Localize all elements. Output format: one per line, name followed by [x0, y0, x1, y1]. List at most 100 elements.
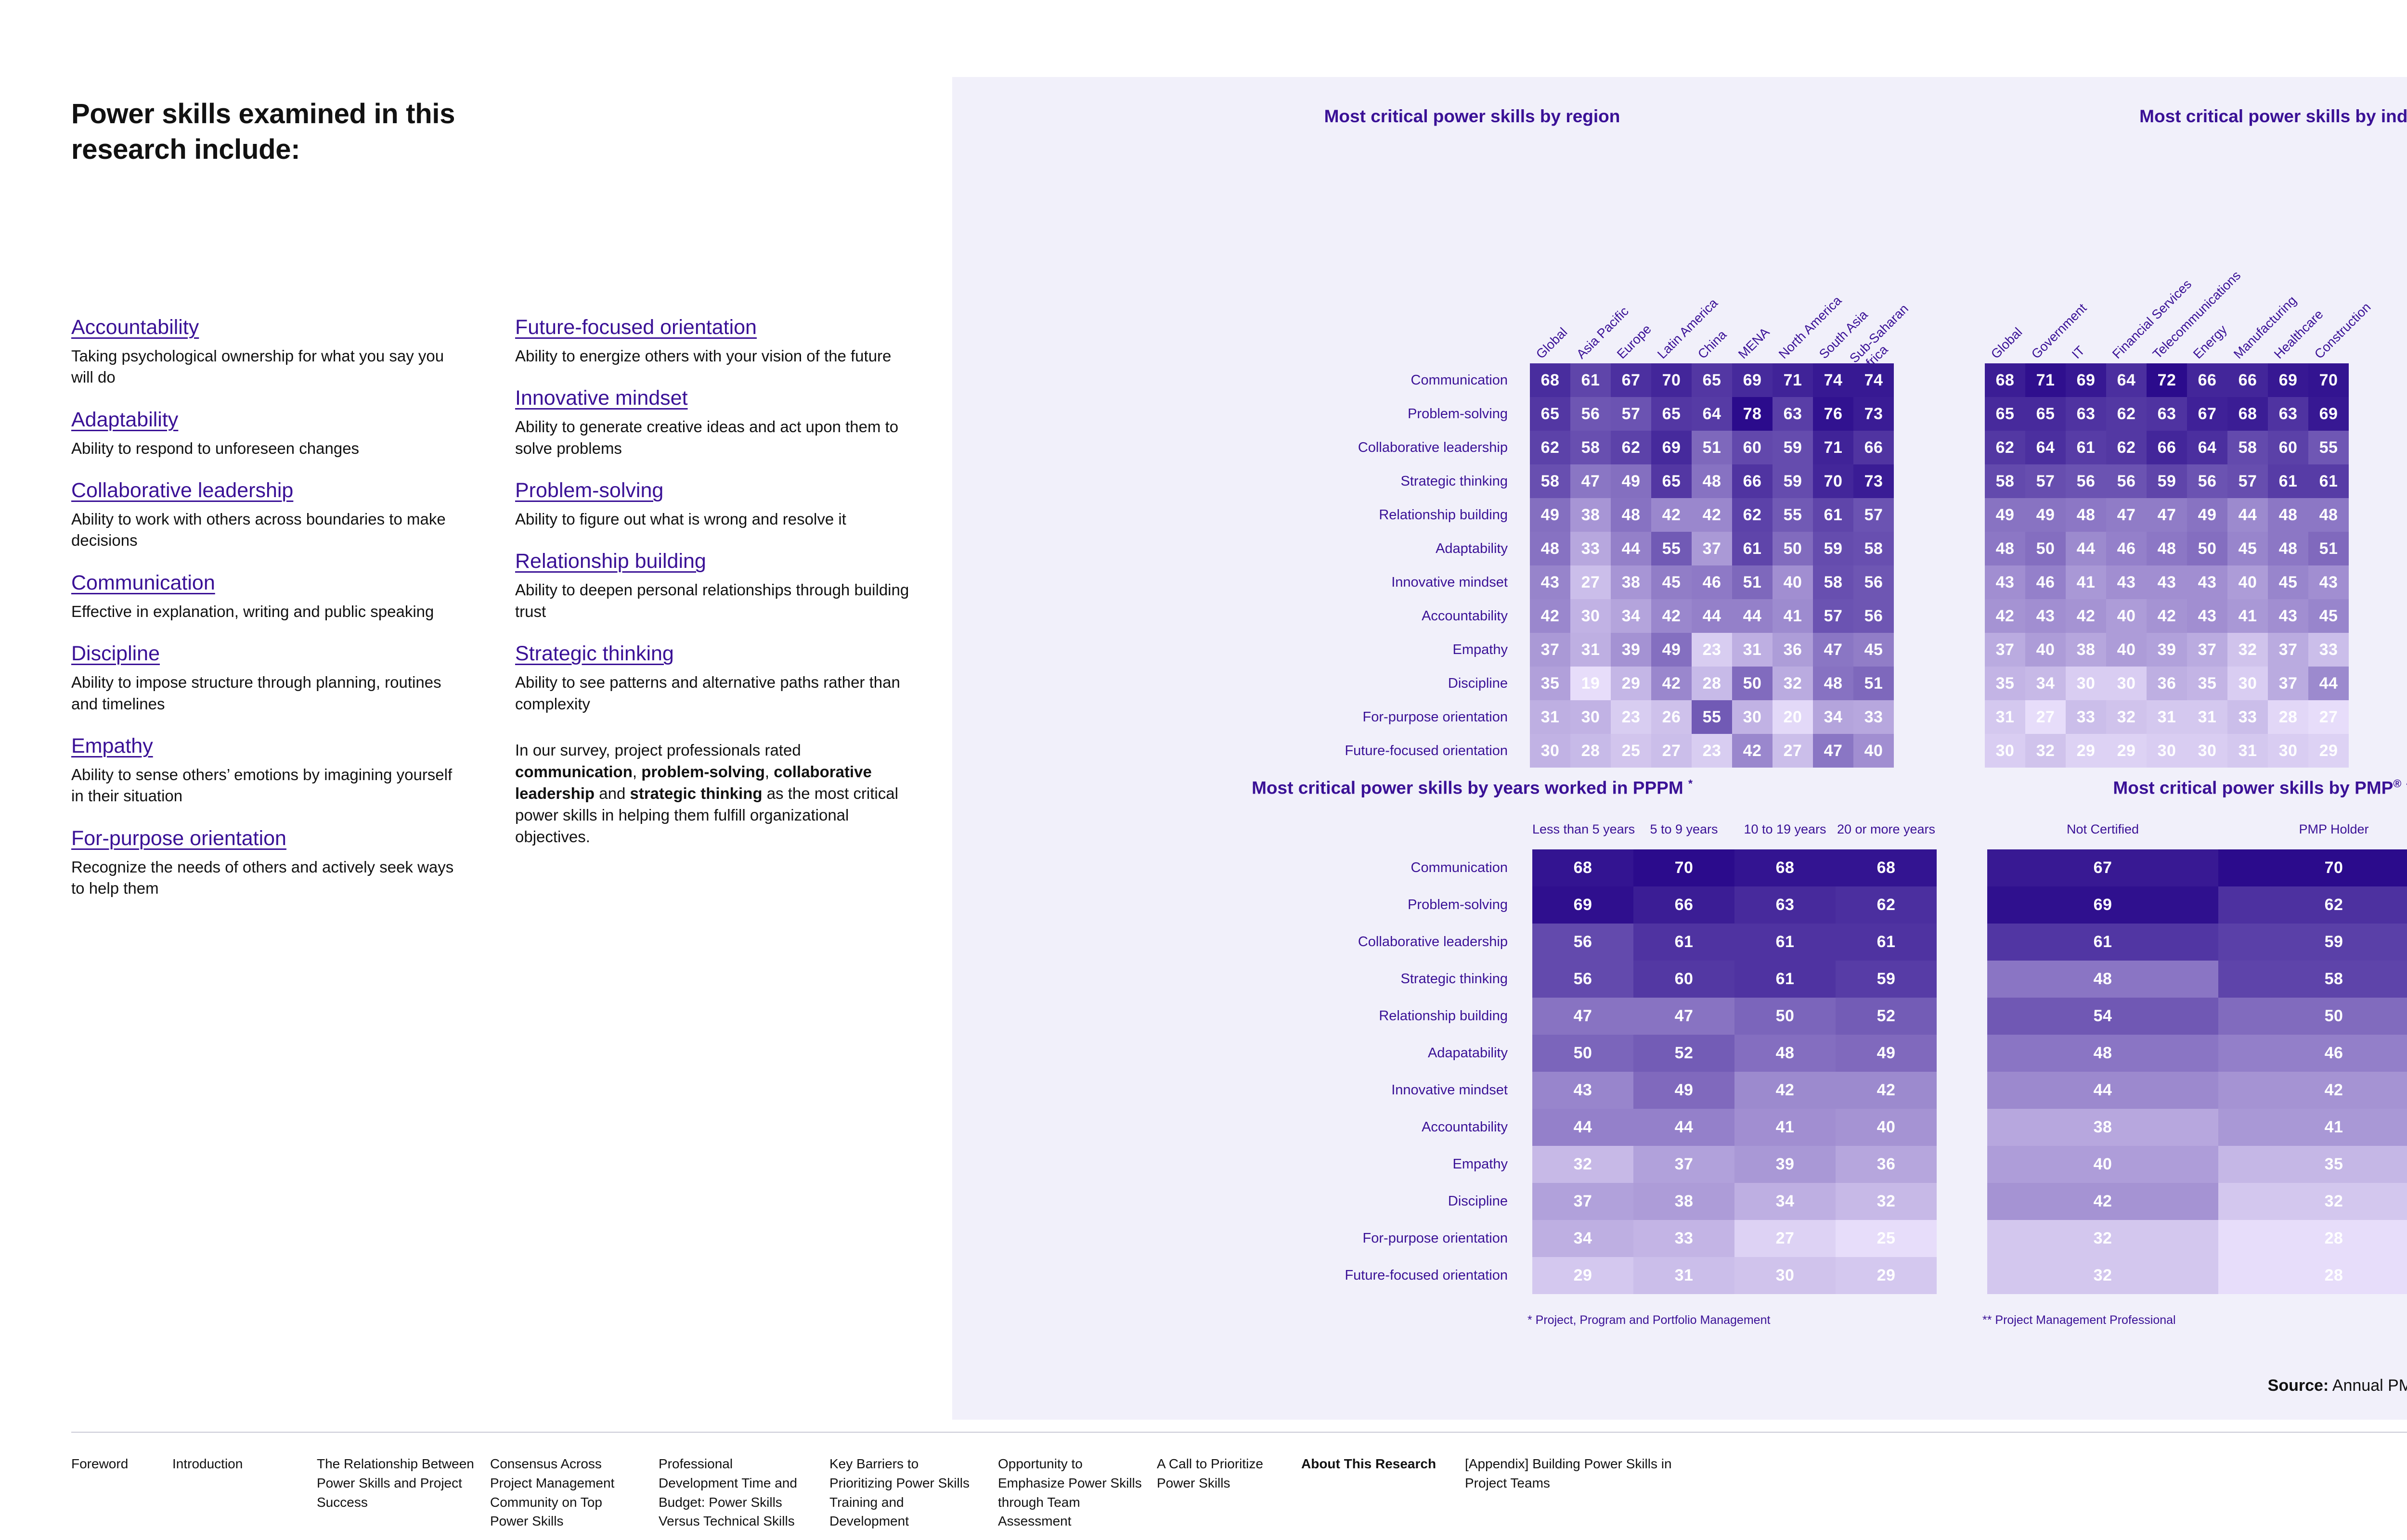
heatmap-cell: 48 [1985, 532, 2025, 565]
heatmap-cell: 43 [2187, 565, 2227, 599]
heatmap-cell: 66 [1853, 431, 1894, 464]
footer-navigation: Foreword Introduction The Relationship Bet… [71, 1454, 2407, 1531]
skill-name-link[interactable]: Discipline [71, 642, 160, 666]
heatmap-cell: 49 [1530, 498, 1570, 532]
heatmap-grid-region: 68 61 67 70 65 69 71 74 74 65 56 57 65 64 78 63 76 73 62 58… [1530, 363, 1894, 768]
column-header: Global [1533, 324, 1570, 362]
heatmap-cell: 30 [2147, 734, 2187, 768]
row-label: Empathy [1452, 1156, 1508, 1172]
row-label: Communication [1411, 372, 1508, 388]
heatmap-cell: 64 [2106, 363, 2147, 397]
heatmap-cell: 69 [2066, 363, 2106, 397]
heatmap-cell: 50 [1532, 1035, 1633, 1072]
column-header: China [1695, 327, 1729, 362]
heatmap-cell: 23 [1692, 734, 1732, 768]
skill-name-link[interactable]: Adaptability [71, 408, 179, 431]
skill-name-link[interactable]: Problem-solving [515, 479, 664, 502]
skill-description: Ability to generate creative ideas and a… [515, 418, 899, 457]
row-label: Adapatability [1427, 1045, 1508, 1061]
heatmap-cell: 61 [1987, 924, 2218, 961]
chart-footnote-pmp: ** Project Management Professional [1982, 1313, 2176, 1327]
heatmap-cell: 51 [1692, 431, 1732, 464]
heatmap-cell: 42 [1836, 1072, 1937, 1109]
skill-description: Recognize the needs of others and active… [71, 858, 454, 898]
footer-nav-item[interactable]: Foreword [71, 1456, 129, 1471]
skill-entry: Empathy Ability to sense others’ emotions… [71, 734, 485, 807]
heatmap-cell: 42 [1530, 599, 1570, 633]
heatmap-cell: 60 [2268, 431, 2308, 464]
heatmap-cell: 62 [1611, 431, 1651, 464]
footer-nav-item[interactable]: About This Research [1301, 1456, 1436, 1471]
skill-entry: For-purpose orientation Recognize the nee… [71, 826, 485, 899]
heatmap-cell: 43 [2268, 599, 2308, 633]
heatmap-cell: 65 [2025, 397, 2066, 431]
footer-nav-item[interactable]: Professional Development Time and Budget… [659, 1456, 797, 1529]
heatmap-cell: 37 [1530, 633, 1570, 667]
heatmap-cell: 29 [1532, 1257, 1633, 1294]
heatmap-cell: 61 [2268, 464, 2308, 498]
column-header: IT [2069, 343, 2087, 362]
skill-entry: Discipline Ability to impose structure th… [71, 642, 485, 715]
footer-nav-item[interactable]: Key Barriers to Prioritizing Power Skill… [829, 1456, 970, 1529]
skill-name-link[interactable]: Innovative mindset [515, 386, 688, 410]
skill-name-link[interactable]: Relationship building [515, 550, 706, 573]
footer-nav-item[interactable]: The Relationship Between Power Skills an… [317, 1456, 474, 1510]
footer-nav-item[interactable]: Consensus Across Project Management Comm… [490, 1456, 615, 1529]
column-header: 20 or more years [1837, 822, 1936, 836]
heatmap-cell: 57 [1813, 599, 1853, 633]
heatmap-cell: 69 [1651, 431, 1692, 464]
heatmap-grid-pmp: 67 70 69 62 61 59 48 58 54 50 48 46 44 42 38 41 40 35 42 32… [1987, 849, 2407, 1294]
heatmap-cell: 59 [1773, 431, 1813, 464]
skill-name-link[interactable]: Communication [71, 571, 215, 594]
heatmap-cell: 57 [2025, 464, 2066, 498]
heatmap-cell: 35 [2187, 667, 2227, 700]
heatmap-cell: 58 [1985, 464, 2025, 498]
heatmap-cell: 58 [2218, 961, 2407, 998]
heatmap-cell: 45 [1651, 565, 1692, 599]
heatmap-cell: 70 [1633, 849, 1734, 886]
heatmap-cell: 55 [1651, 532, 1692, 565]
heatmap-cell: 66 [1633, 886, 1734, 924]
heatmap-cell: 50 [2025, 532, 2066, 565]
heatmap-cell: 47 [1633, 998, 1734, 1035]
footer-nav-item[interactable]: A Call to Prioritize Power Skills [1157, 1456, 1263, 1490]
heatmap-cell: 44 [1732, 599, 1773, 633]
heatmap-cell: 63 [1734, 886, 1836, 924]
skill-name-link[interactable]: Empathy [71, 734, 153, 758]
column-header: Construction [2311, 299, 2374, 362]
skill-name-link[interactable]: Collaborative leadership [71, 479, 294, 502]
heatmap-cell: 62 [1836, 886, 1937, 924]
row-label: Strategic thinking [1400, 971, 1508, 987]
skill-name-link[interactable]: Future-focused orientation [515, 316, 757, 339]
heatmap-cell: 62 [2106, 397, 2147, 431]
heatmap-cell: 38 [1570, 498, 1611, 532]
heatmap-cell: 50 [1732, 667, 1773, 700]
heatmap-cell: 35 [1530, 667, 1570, 700]
skill-entry: Problem-solving Ability to figure out wha… [515, 478, 929, 530]
column-header: Energy [2190, 322, 2230, 362]
heatmap-cell: 36 [2147, 667, 2187, 700]
footer-nav-item[interactable]: [Appendix] Building Power Skills in Proj… [1465, 1456, 1672, 1490]
heatmap-cell: 43 [2308, 565, 2349, 599]
heatmap-cell: 48 [1813, 667, 1853, 700]
footer-nav-item[interactable]: Opportunity to Emphasize Power Skills th… [998, 1456, 1142, 1529]
skill-name-link[interactable]: Strategic thinking [515, 642, 674, 666]
skill-name-link[interactable]: For-purpose orientation [71, 826, 286, 850]
heatmap-cell: 56 [1532, 961, 1633, 998]
heatmap-cell: 49 [1836, 1035, 1937, 1072]
heatmap-cell: 37 [1633, 1146, 1734, 1183]
heatmap-cell: 30 [1570, 700, 1611, 734]
heatmap-cell: 51 [1732, 565, 1773, 599]
heatmap-cell: 34 [1611, 599, 1651, 633]
heatmap-cell: 39 [2147, 633, 2187, 667]
column-header: Less than 5 years [1532, 822, 1635, 836]
skill-description: Taking psychological ownership for what … [71, 346, 444, 386]
heatmap-cell: 45 [2308, 599, 2349, 633]
skill-name-link[interactable]: Accountability [71, 316, 199, 339]
footer-nav-item[interactable]: Introduction [172, 1456, 243, 1471]
heatmap-cell: 33 [1853, 700, 1894, 734]
heatmap-cell: 64 [2025, 431, 2066, 464]
heatmap-cell: 40 [1773, 565, 1813, 599]
heatmap-cell: 41 [2066, 565, 2106, 599]
heatmap-cell: 59 [1836, 961, 1937, 998]
